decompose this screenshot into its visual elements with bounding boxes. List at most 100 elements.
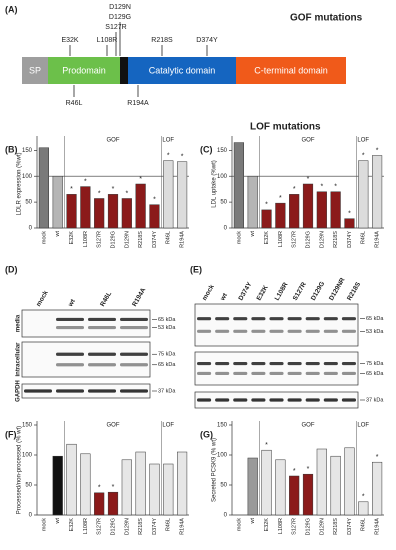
band [251,371,266,376]
group-label: LOF [357,138,369,144]
band [88,317,116,322]
band [323,371,338,376]
bar [358,501,369,516]
band [287,398,302,402]
bar [372,155,383,229]
band [24,389,52,393]
y-tick-label: 0 [29,513,33,519]
marker-label: 37 kDa [366,397,384,403]
group-label: LOF [162,138,174,144]
group-label: LOF [357,423,369,429]
band [341,329,356,333]
x-tick-label: L108R [278,231,284,247]
bar [289,475,300,516]
x-tick-label: mock [41,518,47,531]
band [305,371,320,376]
marker-label: 37 kDa [158,388,176,394]
x-tick-label: E32K [69,231,75,245]
marker-label: 65 kDa [366,316,384,322]
x-tick-label: D374Y [152,518,158,535]
significance: * [362,153,365,160]
significance: * [334,184,337,191]
gof-mutation: D374Y [196,37,218,44]
x-tick-label: D129N [124,231,130,248]
lane-label: D129G [310,281,326,302]
bar [66,443,77,516]
bar [80,453,91,516]
domain-label: Catalytic domain [149,65,216,75]
band [287,361,302,366]
lane-label: E32K [256,284,270,302]
band [251,317,266,321]
band [287,329,302,333]
blot-frame [21,309,151,338]
group-label: GOF [302,138,315,144]
y-tick-label: 100 [22,453,33,459]
significance: * [348,211,351,218]
group-label: LOF [162,423,174,429]
band [233,398,248,402]
x-tick-label: D129G [305,231,311,248]
arrows [69,22,208,97]
band [88,325,116,330]
x-tick-label: R194A [375,231,381,248]
bar [149,463,160,516]
band [251,361,266,366]
band [323,398,338,402]
bar [135,183,146,229]
bar [289,194,300,229]
bar [149,204,160,229]
panel-label: (C) [200,144,213,154]
band [120,317,148,322]
x-tick-label: D129G [305,518,311,535]
x-tick-label: D129N [319,518,325,535]
blot-frame [21,383,151,399]
x-tick-label: wt [55,518,61,525]
panel-label: (B) [5,144,18,154]
x-tick-label: wt [250,231,256,238]
significance: * [125,190,128,197]
band [197,317,212,321]
lane-label: mock [201,283,216,302]
band [215,398,230,402]
bar [121,198,132,229]
bar [107,491,119,516]
group-label: GOF [107,423,120,429]
band [120,389,148,393]
band [215,329,230,333]
band [56,389,84,393]
band [120,325,148,330]
marker-label: 75 kDa [158,352,176,358]
bar [135,451,146,516]
bar [261,449,272,516]
c-terminal-domain [236,57,346,84]
x-tick-label: D374Y [152,231,158,248]
y-tick-label: 100 [217,453,228,459]
y-tick-label: 150 [22,148,33,154]
lane-label: R218S [346,281,362,302]
band [56,352,84,356]
x-tick-label: S127R [97,518,103,535]
sp-domain [22,57,48,84]
y-tick-label: 0 [224,226,228,232]
x-tick-label: R218S [138,518,144,535]
significance: * [265,202,268,209]
x-tick-label: D374Y [347,231,353,248]
band [341,317,356,321]
band [323,329,338,333]
x-tick-label: L108R [278,518,284,534]
band [56,317,84,322]
gof-mutation: D129N [109,4,131,11]
y-tick-label: 50 [220,200,227,206]
band [305,361,320,366]
blot-frame [194,303,359,347]
x-tick-label: R194A [375,518,381,535]
bar [163,160,174,229]
gof-mutation: D129G [109,14,131,21]
bar [247,175,258,229]
significance: * [362,494,365,501]
y-tick-label: 0 [29,226,33,232]
bar [52,175,63,229]
x-tick-label: E32K [264,231,270,245]
band [341,398,356,402]
